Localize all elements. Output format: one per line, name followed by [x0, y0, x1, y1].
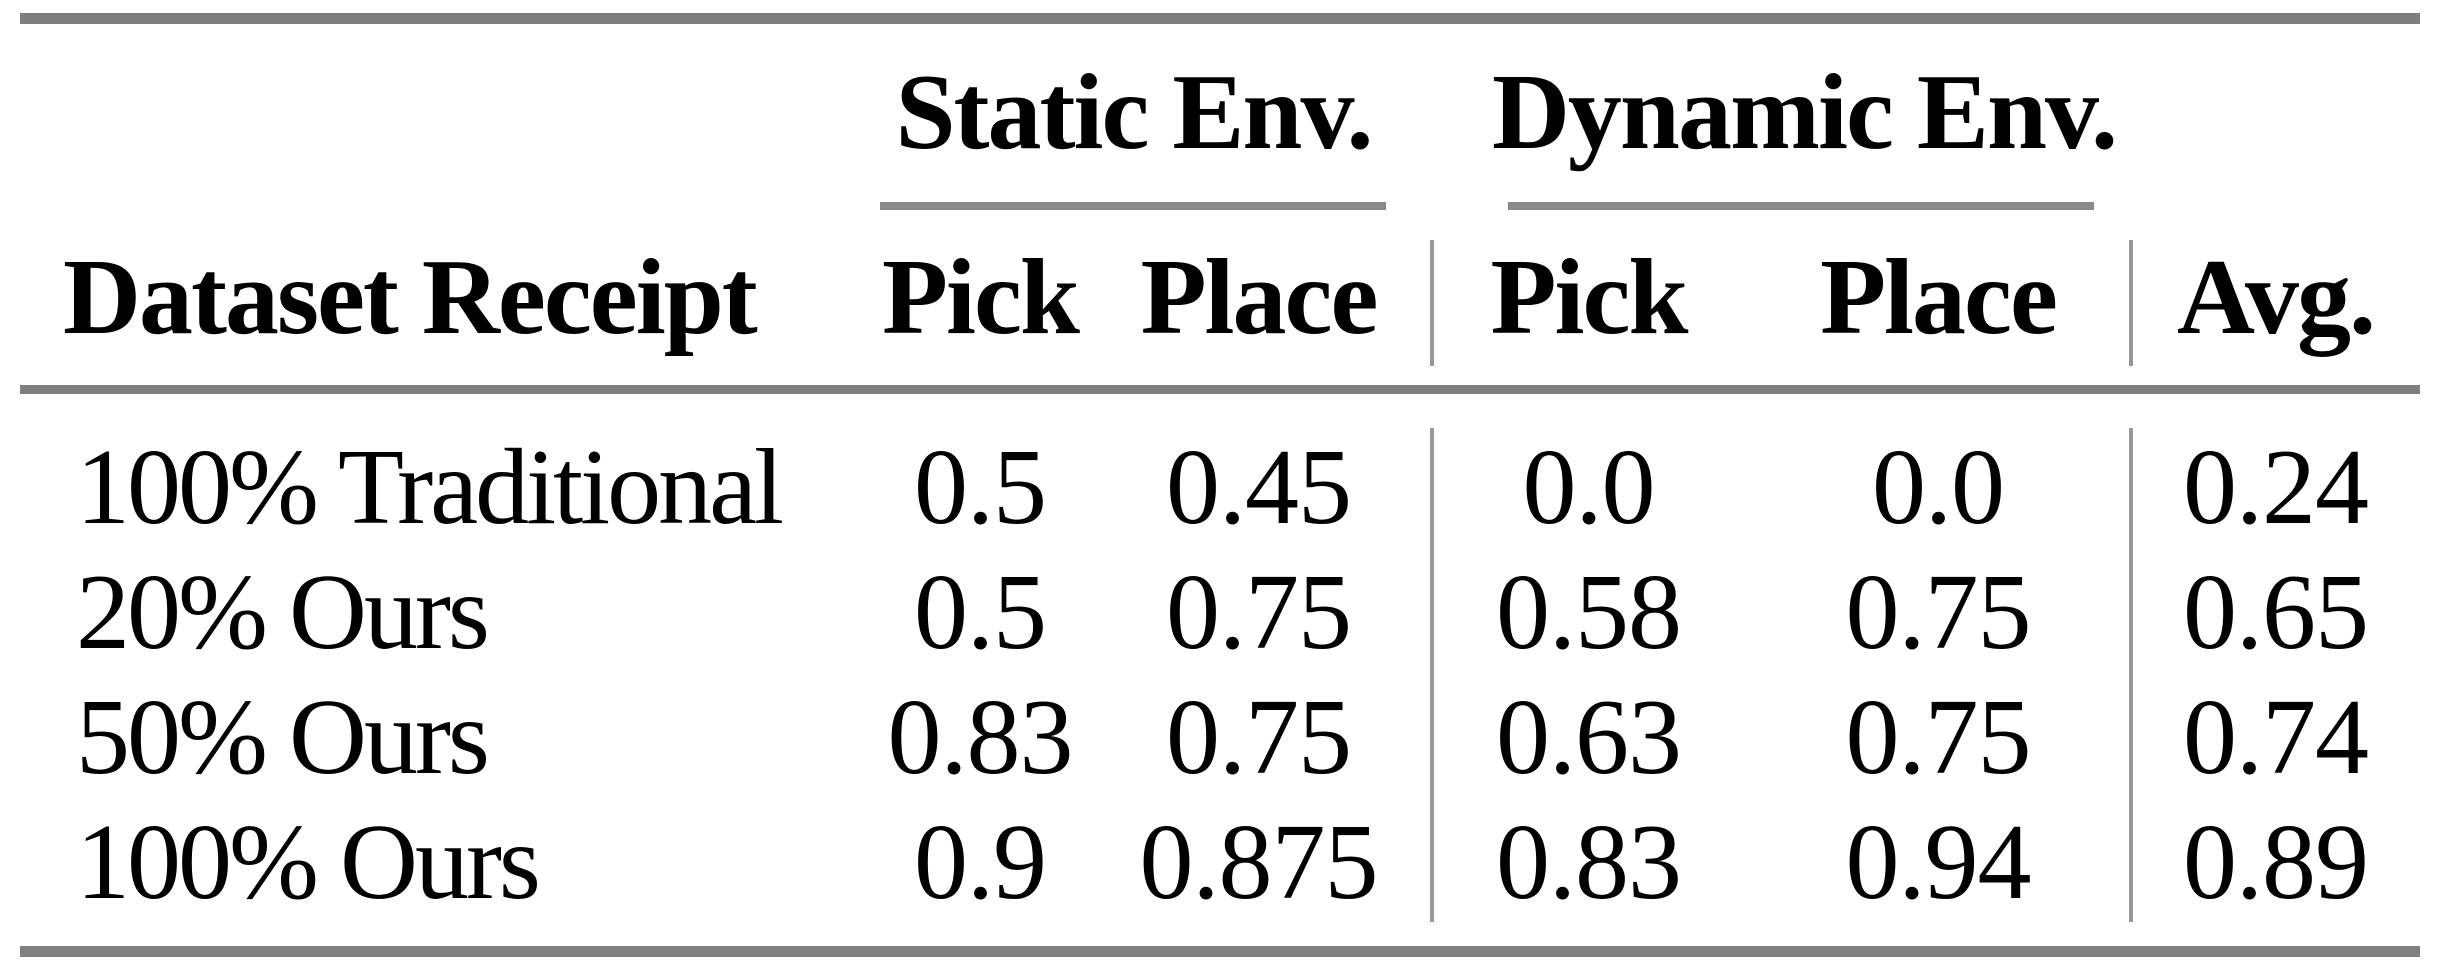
table-grid: Static Env. Dynamic Env. Dataset Receipt… [20, 13, 2420, 957]
top-rule [20, 13, 2420, 24]
column-divider-place-avg-body [2129, 428, 2133, 922]
cell-50-ours-dynamic-pick: 0.63 [1496, 677, 1682, 797]
cell-100-traditional-avg: 0.24 [2183, 427, 2369, 547]
cell-100-ours-avg: 0.89 [2183, 802, 2369, 922]
cell-100-traditional-dynamic-place: 0.0 [1872, 427, 2005, 547]
header-rule [20, 385, 2420, 394]
cell-20-ours-static-place: 0.75 [1166, 552, 1352, 672]
row-label-20-ours: 20% Ours [76, 552, 490, 672]
cell-100-traditional-dynamic-pick: 0.0 [1522, 427, 1656, 547]
column-header-dataset-receipt: Dataset Receipt [63, 237, 758, 357]
cell-50-ours-dynamic-place: 0.75 [1845, 677, 2032, 797]
column-header-static-pick: Pick [882, 237, 1080, 357]
group-header-static-env: Static Env. [895, 53, 1373, 172]
dynamic-env-underline [1508, 202, 2094, 210]
cell-100-traditional-static-place: 0.45 [1166, 427, 1352, 547]
cell-100-ours-dynamic-place: 0.94 [1845, 802, 2032, 922]
cell-20-ours-dynamic-pick: 0.58 [1496, 552, 1682, 672]
cell-100-traditional-static-pick: 0.5 [914, 427, 1047, 547]
column-header-avg: Avg. [2177, 237, 2376, 357]
row-label-100-ours: 100% Ours [76, 802, 541, 922]
cell-50-ours-avg: 0.74 [2183, 677, 2369, 797]
cell-20-ours-avg: 0.65 [2183, 552, 2369, 672]
static-env-underline [880, 202, 1386, 210]
column-divider-static-dynamic-header [1430, 240, 1434, 366]
cell-20-ours-dynamic-place: 0.75 [1845, 552, 2032, 672]
group-header-dynamic-env: Dynamic Env. [1491, 53, 2118, 172]
column-header-dynamic-pick: Pick [1490, 237, 1689, 357]
row-label-100-traditional: 100% Traditional [76, 427, 784, 547]
column-header-dynamic-place: Place [1820, 237, 2058, 357]
cell-100-ours-static-pick: 0.9 [914, 802, 1047, 922]
cell-100-ours-dynamic-pick: 0.83 [1496, 802, 1682, 922]
column-divider-static-dynamic-body [1430, 428, 1434, 922]
cell-50-ours-static-place: 0.75 [1166, 677, 1352, 797]
cell-100-ours-static-place: 0.875 [1139, 802, 1379, 922]
cell-20-ours-static-pick: 0.5 [914, 552, 1047, 672]
column-header-static-place: Place [1140, 237, 1379, 357]
cell-50-ours-static-pick: 0.83 [887, 677, 1074, 797]
bottom-rule [20, 946, 2420, 957]
row-label-50-ours: 50% Ours [76, 677, 490, 797]
column-divider-place-avg-header [2129, 240, 2133, 366]
